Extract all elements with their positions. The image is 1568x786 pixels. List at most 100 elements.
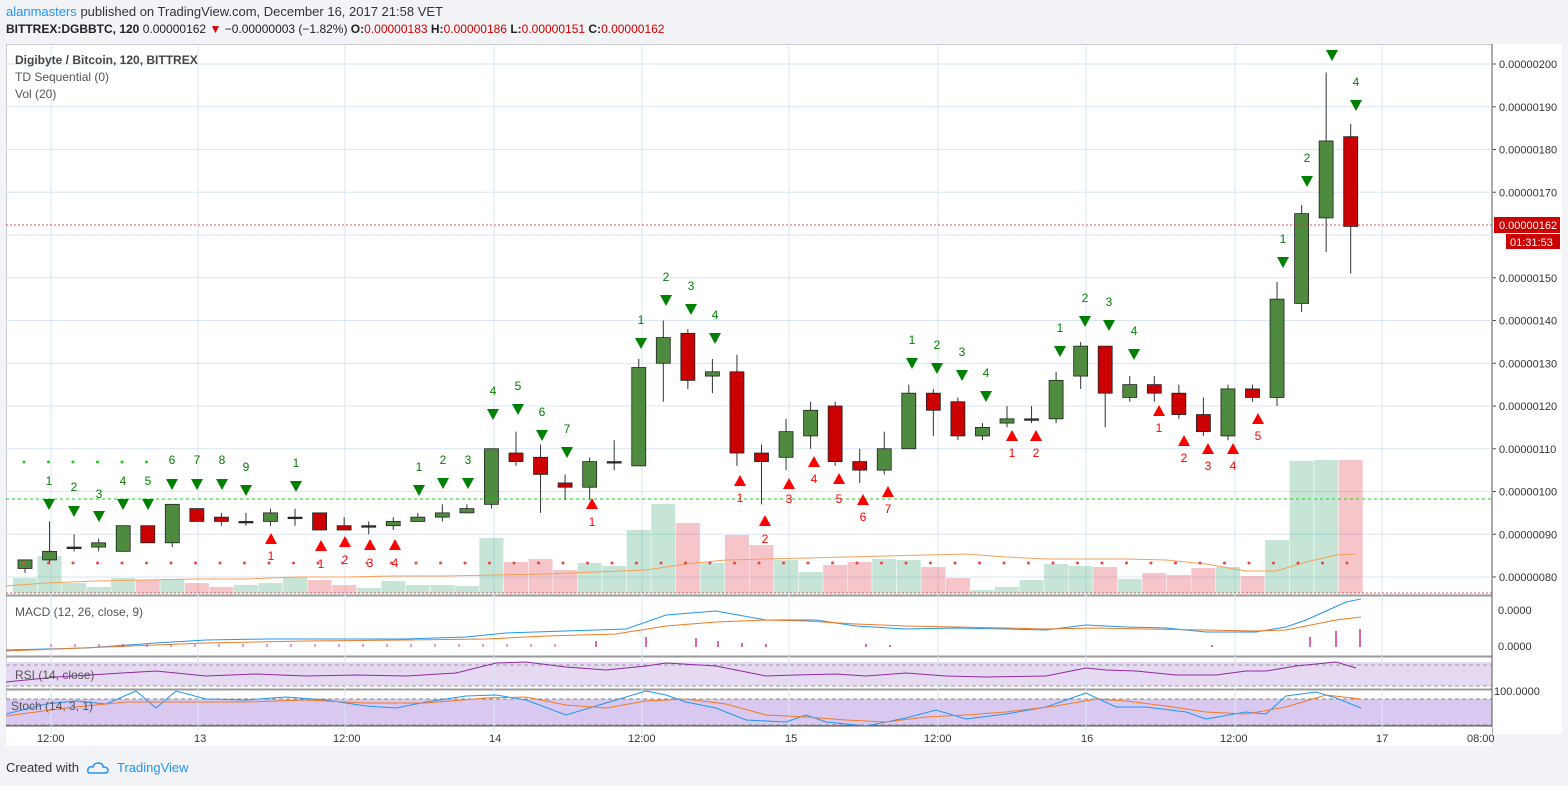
rsi-band: [6, 662, 1492, 686]
candle-body: [1073, 345, 1089, 377]
td-count: 4: [1353, 75, 1360, 89]
candle-body: [975, 426, 990, 437]
volume-bar: [1289, 461, 1314, 593]
td-count: 1: [1156, 421, 1163, 435]
td-count: 7: [885, 502, 892, 516]
td-level-dot: [169, 561, 173, 565]
td-level-dot: [145, 460, 148, 464]
macd-legend: MACD (12, 26, close, 9): [15, 605, 143, 619]
candle-body: [631, 367, 647, 467]
td-level-dot: [96, 460, 99, 464]
td-count: 4: [392, 556, 399, 570]
open-value: 0.00000183: [364, 22, 428, 36]
candle-body: [778, 431, 794, 458]
time-tick: 14: [489, 733, 501, 745]
td-sell-marker: [437, 478, 449, 489]
candle-body: [42, 550, 57, 561]
price-axis[interactable]: [1492, 44, 1562, 734]
td-count: 1: [1280, 232, 1287, 246]
candle-body: [91, 542, 107, 548]
time-tick: 12:00: [924, 733, 952, 745]
td-count: 3: [786, 492, 793, 506]
td-count: 6: [860, 510, 867, 524]
td-sell-marker: [191, 479, 203, 490]
td-sell-marker: [685, 304, 697, 315]
tradingview-link[interactable]: TradingView: [116, 760, 189, 775]
stoch-band: [6, 699, 1492, 725]
main-pane[interactable]: [6, 44, 1493, 596]
macd-histogram: [50, 629, 1361, 647]
candle-body: [1171, 392, 1187, 415]
candle-body: [1097, 345, 1113, 394]
candle-body: [876, 448, 892, 471]
td-level-dot: [1051, 561, 1055, 565]
time-tick: 13: [194, 733, 206, 745]
time-axis-ticks: 12:00 13 12:00 14 12:00 15 12:00 16 12:0…: [37, 733, 1495, 745]
volume-bar: [774, 560, 799, 593]
volume-ma-line: [6, 553, 1357, 587]
stoch-d-line: [6, 694, 1362, 723]
candle-body: [263, 512, 278, 522]
countdown-tag: [1506, 234, 1560, 249]
time-axis[interactable]: [6, 726, 1492, 746]
td-level-dot: [71, 561, 75, 565]
td-count: 4: [1131, 324, 1138, 338]
candle-body: [1220, 388, 1236, 437]
volume-bar: [798, 572, 823, 593]
volume-bar: [896, 560, 921, 593]
volume-bar: [184, 583, 209, 593]
volume-bar: [504, 562, 528, 593]
volume-bar: [209, 587, 234, 593]
volume-bar: [872, 559, 897, 593]
td-level-dot: [1296, 561, 1300, 565]
time-tick: 12:00: [1220, 733, 1248, 745]
td-sell-marker: [290, 481, 302, 492]
td-sell-marker: [536, 430, 548, 441]
author-link[interactable]: alanmasters: [6, 4, 77, 19]
volume-bar: [135, 580, 160, 593]
td-sell-marker: [117, 499, 129, 510]
candle-body: [508, 452, 524, 462]
td-count: 3: [688, 279, 695, 293]
candle-body: [925, 392, 941, 411]
td-sell-marker: [1128, 349, 1140, 360]
candle-body: [312, 512, 328, 531]
candle-body: [557, 482, 573, 488]
td-count: 2: [1304, 151, 1311, 165]
td-buy-marker: [265, 533, 277, 544]
td-level-dot: [341, 561, 344, 565]
td-sell-marker: [462, 478, 474, 489]
td-buy-marker: [339, 536, 351, 547]
candle-body: [140, 525, 156, 544]
volume-bar: [258, 583, 283, 593]
td-buy-marker: [389, 539, 401, 550]
candle-body: [582, 461, 598, 488]
td-sell-marker: [956, 370, 968, 381]
td-sell-marker: [1301, 176, 1313, 187]
td-level-dot: [953, 561, 957, 565]
volume-bar: [626, 530, 651, 593]
td-buy-marker: [364, 539, 376, 550]
volume-bar: [945, 578, 970, 593]
candle-body: [385, 521, 401, 527]
candle-body: [1196, 414, 1211, 433]
td-level-dot: [1198, 561, 1202, 565]
td-level-dot: [145, 561, 148, 565]
td-count: 1: [1009, 446, 1016, 460]
td-sell-marker: [635, 338, 647, 349]
volume-bar: [405, 585, 430, 593]
time-tick: 17: [1376, 733, 1388, 745]
price-tick-label: 0.00000190: [1499, 102, 1557, 114]
macd-pane[interactable]: [6, 595, 1493, 657]
td-count: 2: [934, 338, 941, 352]
td-count: 2: [663, 270, 670, 284]
tradingview-logo-icon: [86, 761, 109, 774]
td-level-dot: [610, 561, 614, 565]
td-buy-marker: [759, 515, 771, 526]
td-count: 1: [46, 474, 53, 488]
td-level-dot: [267, 561, 271, 565]
volume-bar: [13, 578, 37, 593]
td-sell-marker: [43, 499, 55, 510]
td-level-dot: [1345, 561, 1349, 565]
